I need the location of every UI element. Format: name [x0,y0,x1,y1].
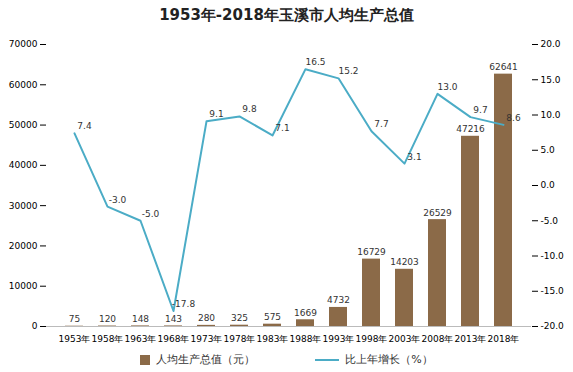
svg-text:-17.8: -17.8 [172,299,196,309]
svg-text:7.7: 7.7 [374,119,388,129]
svg-text:4732: 4732 [327,295,350,305]
svg-text:20000: 20000 [9,241,38,251]
svg-text:2003年: 2003年 [389,334,421,344]
svg-text:1973年: 1973年 [191,334,223,344]
svg-text:40000: 40000 [9,160,38,170]
svg-text:1988年: 1988年 [290,334,322,344]
svg-text:1968年: 1968年 [158,334,190,344]
svg-text:2018年: 2018年 [488,334,520,344]
svg-text:15.2: 15.2 [338,66,358,76]
svg-text:1978年: 1978年 [224,334,256,344]
svg-text:75: 75 [69,314,80,324]
svg-text:9.8: 9.8 [242,104,257,114]
svg-text:16729: 16729 [357,247,386,257]
svg-text:60000: 60000 [9,80,38,90]
svg-text:0.0: 0.0 [541,180,556,190]
svg-text:1998年: 1998年 [356,334,388,344]
svg-text:15.0: 15.0 [541,75,561,85]
svg-text:7.1: 7.1 [275,123,289,133]
svg-text:30000: 30000 [9,201,38,211]
svg-text:62641: 62641 [489,62,518,72]
svg-text:16.5: 16.5 [305,57,325,67]
svg-text:280: 280 [198,313,215,323]
svg-text:143: 143 [165,314,182,324]
svg-text:-15.0: -15.0 [541,286,565,296]
svg-text:-3.0: -3.0 [109,195,127,205]
svg-text:1993年: 1993年 [323,334,355,344]
svg-text:10.0: 10.0 [541,110,561,120]
html-text:人均生产总值（元）: 人均生产总值（元） [156,352,256,366]
svg-text:325: 325 [231,313,248,323]
html-text:1953年-2018年玉溪市人均生产总值: 1953年-2018年玉溪市人均生产总值 [159,6,414,24]
svg-text:2013年: 2013年 [455,334,487,344]
svg-text:-5.0: -5.0 [541,216,559,226]
svg-text:1958年: 1958年 [92,334,124,344]
svg-text:-5.0: -5.0 [142,209,160,219]
svg-text:1983年: 1983年 [257,334,289,344]
svg-text:3.1: 3.1 [407,152,421,162]
svg-text:13.0: 13.0 [437,82,457,92]
svg-text:70000: 70000 [9,39,38,49]
svg-text:-10.0: -10.0 [541,251,565,261]
svg-text:5.0: 5.0 [541,145,556,155]
svg-text:120: 120 [99,314,116,324]
svg-text:0: 0 [32,321,38,331]
svg-text:148: 148 [132,314,149,324]
svg-text:10000: 10000 [9,281,38,291]
svg-text:26529: 26529 [423,208,452,218]
svg-text:9.7: 9.7 [473,105,487,115]
svg-text:1669: 1669 [294,308,317,318]
svg-text:575: 575 [264,312,281,322]
svg-text:7.4: 7.4 [77,121,92,131]
svg-text:1963年: 1963年 [125,334,157,344]
svg-text:-20.0: -20.0 [541,321,565,331]
svg-text:14203: 14203 [390,257,419,267]
svg-text:20.0: 20.0 [541,39,561,49]
html-text:比上年增长（%）: 比上年增长（%） [345,352,433,366]
svg-text:50000: 50000 [9,120,38,130]
svg-text:9.1: 9.1 [209,109,223,119]
svg-text:8.6: 8.6 [506,113,521,123]
svg-text:2008年: 2008年 [422,334,454,344]
svg-text:47216: 47216 [456,124,485,134]
svg-text:1953年: 1953年 [59,334,91,344]
